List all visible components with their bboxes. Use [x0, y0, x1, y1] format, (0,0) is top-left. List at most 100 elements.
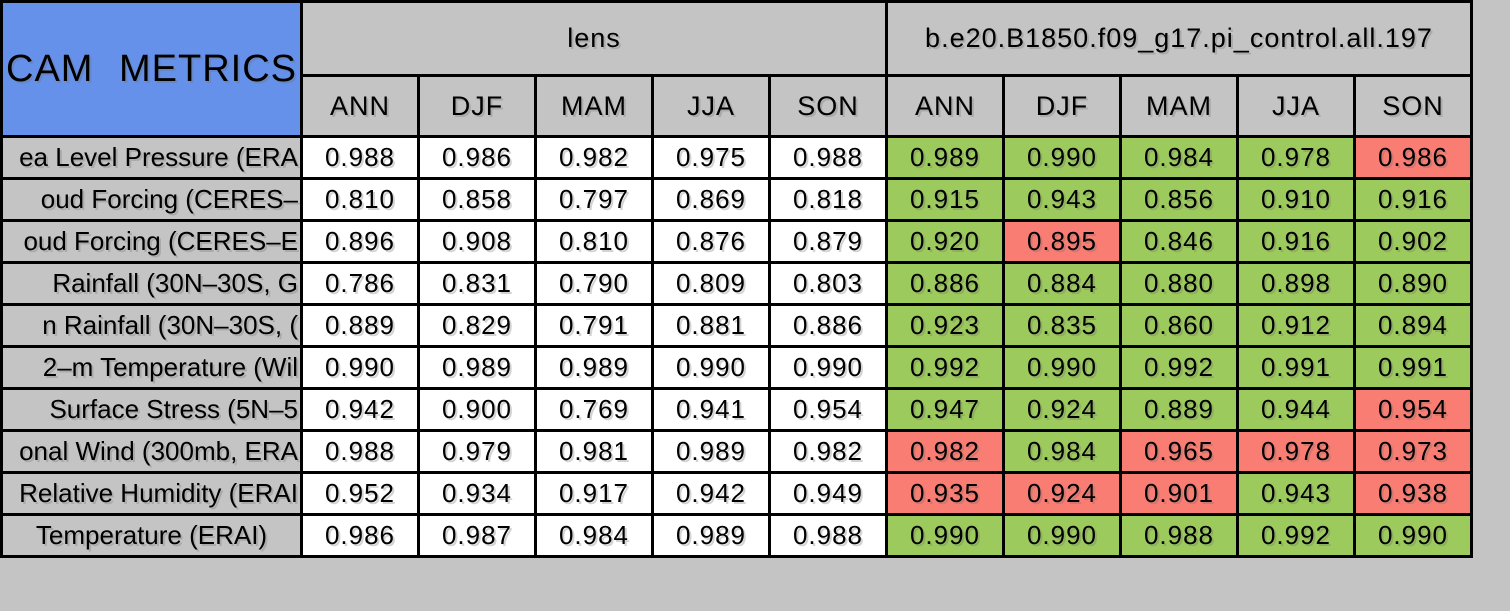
model-value-cell-better: 0.884: [1002, 261, 1122, 306]
metric-label: 2–m Temperature (Wil: [0, 345, 303, 390]
model-value-cell-better: 0.992: [1119, 345, 1239, 390]
season-header-mam-group2: MAM: [1119, 74, 1239, 138]
metric-row: Temperature (ERAI) 0.986 0.987 0.984 0.989 0.…: [0, 513, 1473, 558]
season-header-djf-group1: DJF: [417, 74, 537, 138]
group-header-model: b.e20.B1850.f09_g17.pi_control.all.197: [885, 0, 1473, 77]
season-header-jja-group1: JJA: [651, 74, 771, 138]
model-value-cell-worse: 0.901: [1119, 471, 1239, 516]
group-header-lens: lens: [300, 0, 888, 77]
model-value-cell-better: 0.886: [885, 261, 1005, 306]
season-header-mam-group1: MAM: [534, 74, 654, 138]
lens-value-cell: 0.889: [300, 303, 420, 348]
lens-value-cell: 0.831: [417, 261, 537, 306]
model-value-cell-better: 0.924: [1002, 387, 1122, 432]
model-value-cell-better: 0.916: [1236, 219, 1356, 264]
season-header-jja-group2: JJA: [1236, 74, 1356, 138]
season-header-son-group2: SON: [1353, 74, 1473, 138]
metric-row: 2–m Temperature (Wil 0.990 0.989 0.989 0.990…: [0, 345, 1473, 390]
lens-value-cell: 0.790: [534, 261, 654, 306]
season-header-djf-group2: DJF: [1002, 74, 1122, 138]
lens-value-cell: 0.809: [651, 261, 771, 306]
metric-label: ea Level Pressure (ERA: [0, 135, 303, 180]
lens-value-cell: 0.988: [300, 429, 420, 474]
lens-value-cell: 0.797: [534, 177, 654, 222]
metric-row: onal Wind (300mb, ERA 0.988 0.979 0.981 0.98…: [0, 429, 1473, 474]
model-value-cell-better: 0.923: [885, 303, 1005, 348]
model-value-cell-better: 0.894: [1353, 303, 1473, 348]
metric-row: Relative Humidity (ERAI 0.952 0.934 0.917 0.…: [0, 471, 1473, 516]
model-value-cell-better: 0.890: [1353, 261, 1473, 306]
lens-value-cell: 0.942: [651, 471, 771, 516]
season-header-ann-group1: ANN: [300, 74, 420, 138]
lens-value-cell: 0.900: [417, 387, 537, 432]
model-value-cell-better: 0.943: [1236, 471, 1356, 516]
metric-row: ea Level Pressure (ERA 0.988 0.986 0.982 0.9…: [0, 135, 1473, 180]
lens-value-cell: 0.917: [534, 471, 654, 516]
lens-value-cell: 0.954: [768, 387, 888, 432]
lens-value-cell: 0.975: [651, 135, 771, 180]
model-value-cell-better: 0.835: [1002, 303, 1122, 348]
metric-label: Rainfall (30N–30S, G: [0, 261, 303, 306]
model-value-cell-worse: 0.895: [1002, 219, 1122, 264]
metric-row: oud Forcing (CERES– 0.810 0.858 0.797 0.869 0…: [0, 177, 1473, 222]
lens-value-cell: 0.858: [417, 177, 537, 222]
model-value-cell-better: 0.978: [1236, 135, 1356, 180]
model-value-cell-better: 0.984: [1119, 135, 1239, 180]
model-value-cell-better: 0.947: [885, 387, 1005, 432]
lens-value-cell: 0.989: [651, 513, 771, 558]
lens-value-cell: 0.810: [300, 177, 420, 222]
table-title: CAM METRICS: [0, 0, 303, 138]
model-value-cell-better: 0.990: [1002, 345, 1122, 390]
model-value-cell-better: 0.990: [1002, 135, 1122, 180]
model-value-cell-worse: 0.978: [1236, 429, 1356, 474]
metric-row: oud Forcing (CERES–E 0.896 0.908 0.810 0.876…: [0, 219, 1473, 264]
lens-value-cell: 0.988: [768, 513, 888, 558]
lens-value-cell: 0.810: [534, 219, 654, 264]
model-value-cell-better: 0.915: [885, 177, 1005, 222]
metric-row: n Rainfall (30N–30S, (0.889 0.829 0.791 0.8…: [0, 303, 1473, 348]
lens-value-cell: 0.979: [417, 429, 537, 474]
metric-label: onal Wind (300mb, ERA: [0, 429, 303, 474]
model-value-cell-better: 0.989: [885, 135, 1005, 180]
model-value-cell-better: 0.860: [1119, 303, 1239, 348]
model-value-cell-better: 0.889: [1119, 387, 1239, 432]
lens-value-cell: 0.879: [768, 219, 888, 264]
season-header-row: ANN DJF MAM JJA SON ANN DJF MAM JJA SON: [2, 74, 1473, 138]
lens-value-cell: 0.869: [651, 177, 771, 222]
lens-value-cell: 0.989: [417, 345, 537, 390]
model-value-cell-better: 0.912: [1236, 303, 1356, 348]
model-value-cell-better: 0.984: [1002, 429, 1122, 474]
lens-value-cell: 0.984: [534, 513, 654, 558]
lens-value-cell: 0.952: [300, 471, 420, 516]
metric-label: oud Forcing (CERES–E: [0, 219, 303, 264]
lens-value-cell: 0.934: [417, 471, 537, 516]
model-value-cell-worse: 0.935: [885, 471, 1005, 516]
model-value-cell-better: 0.992: [885, 345, 1005, 390]
lens-value-cell: 0.981: [534, 429, 654, 474]
metric-label: oud Forcing (CERES–: [0, 177, 303, 222]
model-value-cell-better: 0.990: [885, 513, 1005, 558]
model-value-cell-better: 0.990: [1002, 513, 1122, 558]
model-value-cell-better: 0.916: [1353, 177, 1473, 222]
lens-value-cell: 0.791: [534, 303, 654, 348]
model-value-cell-better: 0.902: [1353, 219, 1473, 264]
lens-value-cell: 0.942: [300, 387, 420, 432]
lens-value-cell: 0.881: [651, 303, 771, 348]
model-value-cell-better: 0.990: [1353, 513, 1473, 558]
model-value-cell-worse: 0.924: [1002, 471, 1122, 516]
lens-value-cell: 0.982: [768, 429, 888, 474]
lens-value-cell: 0.986: [417, 135, 537, 180]
lens-value-cell: 0.989: [534, 345, 654, 390]
model-value-cell-better: 0.991: [1353, 345, 1473, 390]
lens-value-cell: 0.987: [417, 513, 537, 558]
lens-value-cell: 0.941: [651, 387, 771, 432]
lens-value-cell: 0.990: [768, 345, 888, 390]
model-value-cell-better: 0.944: [1236, 387, 1356, 432]
lens-value-cell: 0.829: [417, 303, 537, 348]
lens-value-cell: 0.982: [534, 135, 654, 180]
model-value-cell-better: 0.943: [1002, 177, 1122, 222]
group-header-row: CAM METRICS lens b.e20.B1850.f09_g17.pi_…: [0, 0, 1473, 138]
lens-value-cell: 0.988: [300, 135, 420, 180]
model-value-cell-better: 0.846: [1119, 219, 1239, 264]
